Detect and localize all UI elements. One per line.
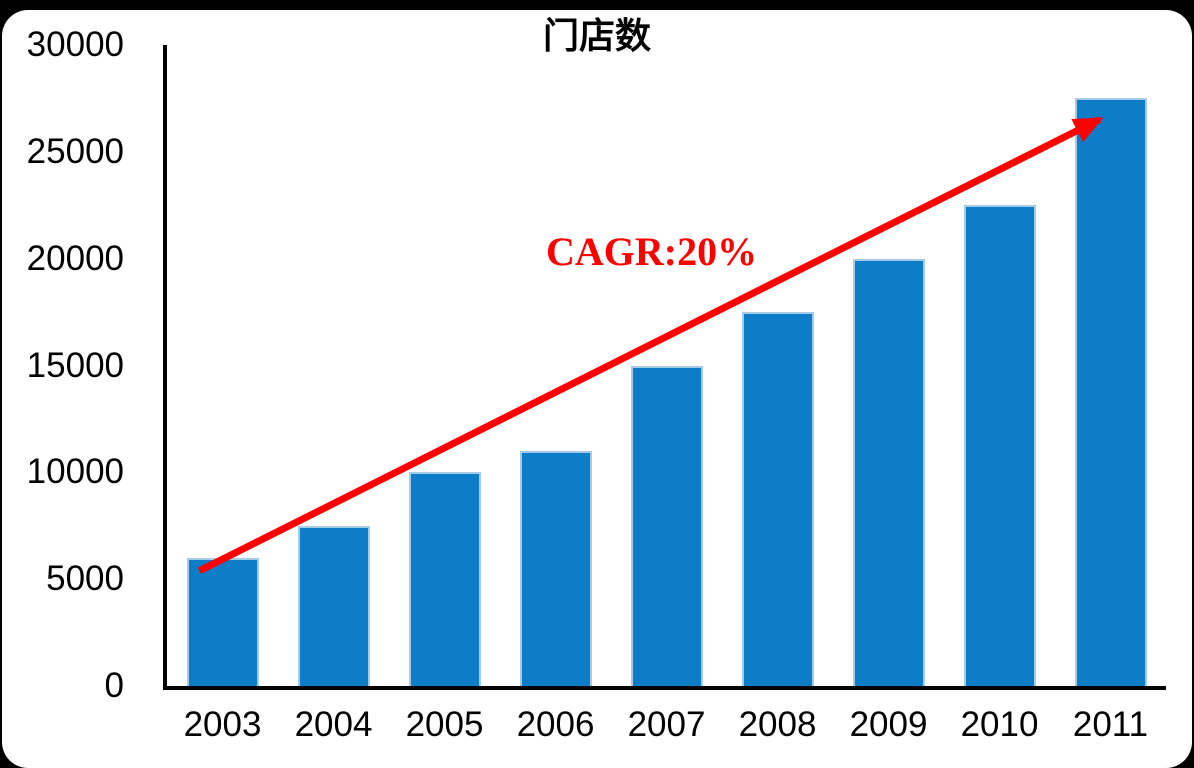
bar: [519, 450, 592, 686]
x-tick-label: 2009: [849, 705, 928, 744]
bar: [408, 472, 481, 686]
bar: [1074, 98, 1147, 686]
bar: [741, 312, 814, 686]
x-tick-label: 2007: [627, 705, 706, 744]
x-axis-line: [163, 686, 1166, 690]
y-tick-label: 20000: [26, 238, 124, 278]
bar: [297, 525, 370, 686]
y-tick-label: 10000: [26, 452, 124, 492]
cagr-annotation: CAGR:20%: [546, 229, 758, 274]
y-tick-label: 30000: [26, 25, 124, 64]
x-tick-label: 2005: [405, 705, 484, 744]
y-tick-label: 15000: [26, 345, 124, 385]
x-tick-label: 2011: [1072, 705, 1149, 744]
x-tick-label: 2004: [294, 705, 373, 744]
bar: [630, 365, 703, 686]
y-tick-label: 0: [104, 666, 124, 705]
x-tick-label: 2003: [183, 705, 262, 744]
y-tick-label: 25000: [26, 131, 124, 171]
x-tick-label: 2008: [738, 705, 817, 744]
y-tick-label: 5000: [46, 559, 124, 599]
bar: [186, 557, 259, 686]
x-tick-label: 2010: [960, 705, 1039, 744]
chart-title: 门店数: [542, 15, 651, 56]
bar: [852, 258, 925, 686]
x-tick-label: 2006: [516, 705, 595, 744]
slide-canvas: 门店数 0 5000 10000 15000 20000 25000 30000 2003 2…: [2, 10, 1192, 768]
y-axis-line: [163, 45, 167, 690]
bar: [963, 205, 1036, 686]
